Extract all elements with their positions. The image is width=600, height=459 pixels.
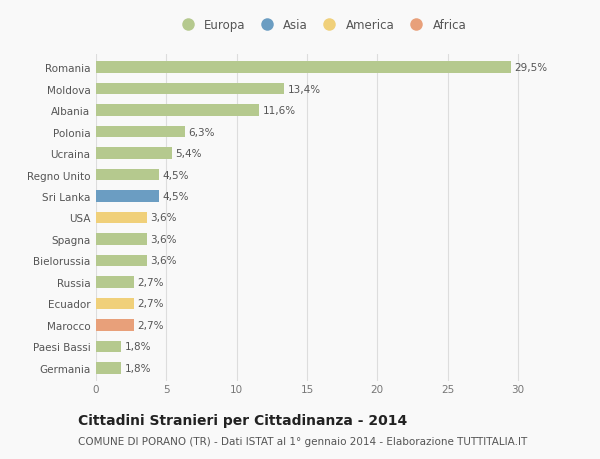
Text: 2,7%: 2,7% xyxy=(137,277,164,287)
Text: COMUNE DI PORANO (TR) - Dati ISTAT al 1° gennaio 2014 - Elaborazione TUTTITALIA.: COMUNE DI PORANO (TR) - Dati ISTAT al 1°… xyxy=(78,437,527,446)
Text: 13,4%: 13,4% xyxy=(288,84,321,95)
Bar xyxy=(96,84,284,95)
Text: 1,8%: 1,8% xyxy=(125,341,151,352)
Text: 11,6%: 11,6% xyxy=(263,106,296,116)
Legend: Europa, Asia, America, Africa: Europa, Asia, America, Africa xyxy=(176,19,466,32)
Bar xyxy=(96,255,146,267)
Bar xyxy=(96,362,121,374)
Bar xyxy=(96,148,172,160)
Bar xyxy=(96,276,134,288)
Bar xyxy=(96,341,121,353)
Bar xyxy=(96,105,259,117)
Bar xyxy=(96,298,134,310)
Text: 3,6%: 3,6% xyxy=(150,235,176,245)
Text: 2,7%: 2,7% xyxy=(137,320,164,330)
Bar xyxy=(96,169,159,181)
Text: 2,7%: 2,7% xyxy=(137,299,164,309)
Text: 3,6%: 3,6% xyxy=(150,213,176,223)
Text: 1,8%: 1,8% xyxy=(125,363,151,373)
Text: 29,5%: 29,5% xyxy=(514,63,547,73)
Text: Cittadini Stranieri per Cittadinanza - 2014: Cittadini Stranieri per Cittadinanza - 2… xyxy=(78,414,407,428)
Bar xyxy=(96,62,511,74)
Text: 6,3%: 6,3% xyxy=(188,127,215,137)
Bar xyxy=(96,212,146,224)
Text: 4,5%: 4,5% xyxy=(163,191,189,202)
Text: 4,5%: 4,5% xyxy=(163,170,189,180)
Bar xyxy=(96,234,146,246)
Bar xyxy=(96,126,185,138)
Bar xyxy=(96,190,159,202)
Text: 5,4%: 5,4% xyxy=(175,149,202,159)
Bar xyxy=(96,319,134,331)
Text: 3,6%: 3,6% xyxy=(150,256,176,266)
